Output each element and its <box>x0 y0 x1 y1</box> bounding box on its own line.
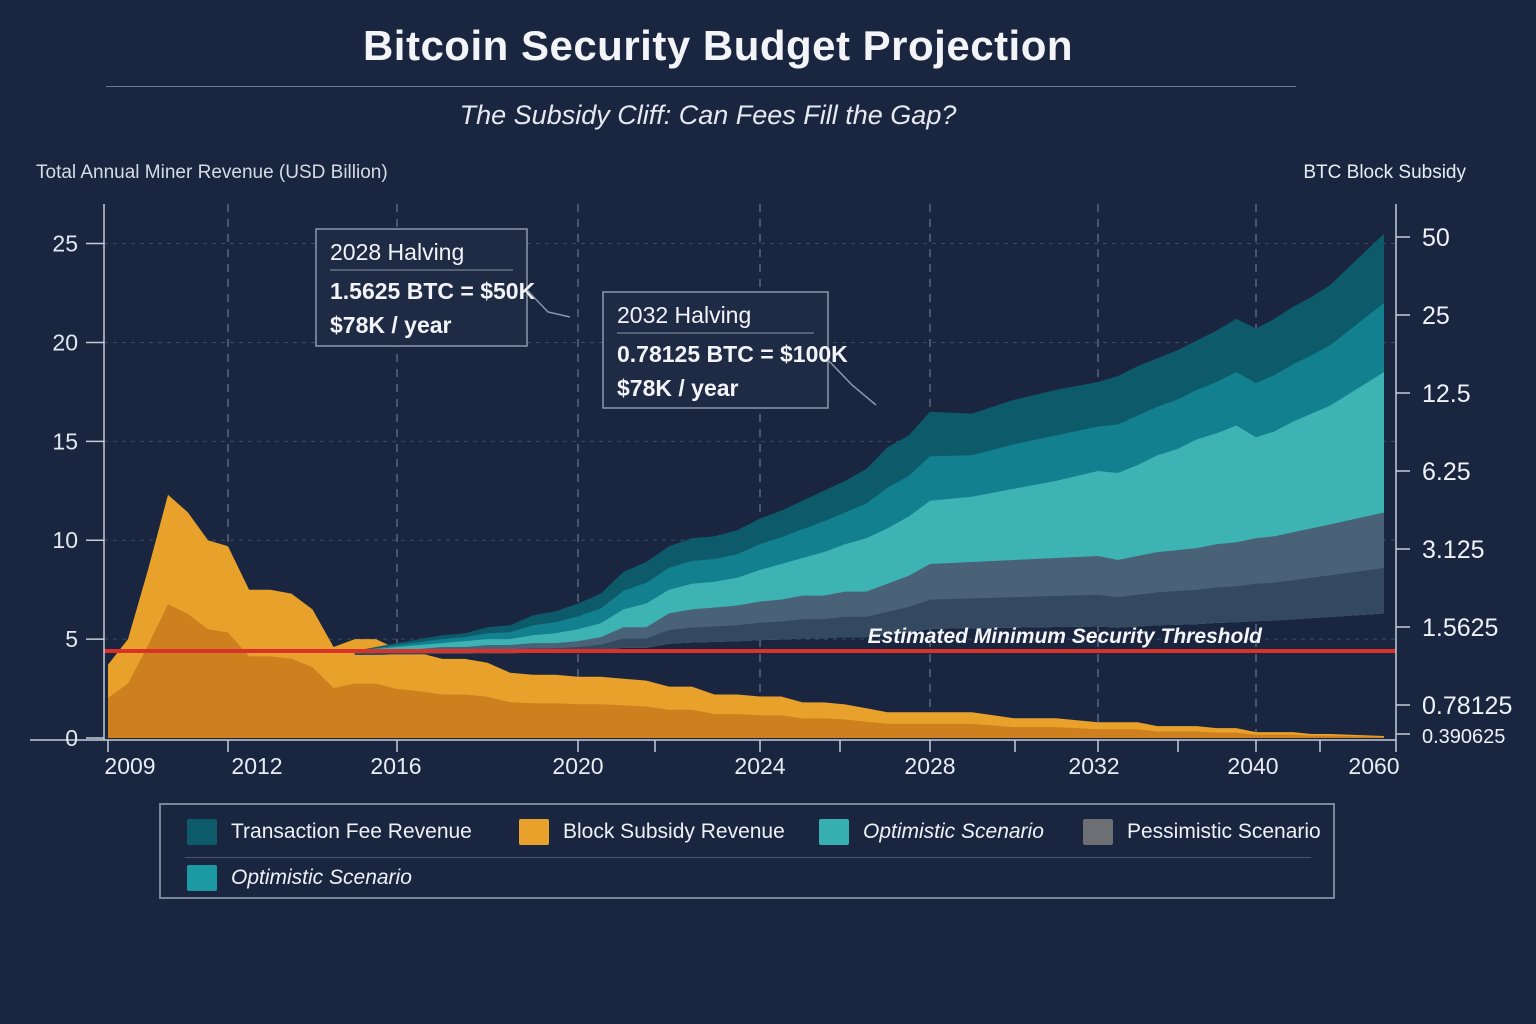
legend: Transaction Fee Revenue Block Subsidy Re… <box>159 803 1335 899</box>
area-subsidy-inner <box>108 604 1384 738</box>
legend-label: Transaction Fee Revenue <box>231 820 472 843</box>
y2-tick-label: 3.125 <box>1422 536 1485 564</box>
y2-tick-label: 0.390625 <box>1422 726 1505 748</box>
y-tick-label: 25 <box>52 231 78 257</box>
legend-label: Block Subsidy Revenue <box>563 820 785 843</box>
annotation-title: 2028 Halving <box>330 239 464 265</box>
legend-label: Pessimistic Scenario <box>1127 820 1321 843</box>
y2-tick-label: 50 <box>1422 224 1450 252</box>
area-subsidy <box>108 494 1384 738</box>
area-pessimistic-low <box>354 568 1384 655</box>
x-tick-label: 2040 <box>1227 753 1278 779</box>
area-layer <box>108 233 1384 738</box>
y-tick-label: 10 <box>52 527 78 553</box>
legend-label: Optimistic Scenario <box>863 820 1044 843</box>
annotation-line: $78K / year <box>330 312 452 338</box>
chart-subtitle: The Subsidy Cliff: Can Fees Fill the Gap… <box>459 100 957 130</box>
annotation-title: 2032 Halving <box>617 302 751 328</box>
y-tick-label: 5 <box>65 626 78 652</box>
legend-item-optimistic: Optimistic Scenario <box>819 819 1044 845</box>
legend-swatch-optimistic <box>819 819 849 845</box>
y2-tick-label: 6.25 <box>1422 458 1471 486</box>
legend-item-optimistic-2: Optimistic Scenario <box>187 865 412 891</box>
legend-swatch-pessimistic <box>1083 819 1113 845</box>
annotation-line: 0.78125 BTC = $100K <box>617 341 848 367</box>
y2-tick-label: 0.78125 <box>1422 692 1512 720</box>
y-axis-left-label: Total Annual Miner Revenue (USD Billion) <box>36 162 388 183</box>
legend-item-fee: Transaction Fee Revenue <box>187 819 472 845</box>
x-tick-label: 2060 <box>1348 753 1399 779</box>
annotation-2028-halving: 2028 Halving 1.5625 BTC = $50K $78K / year <box>315 228 571 347</box>
y-axis-right-label: BTC Block Subsidy <box>1303 162 1466 183</box>
legend-swatch-subsidy <box>519 819 549 845</box>
y2-tick-label: 12.5 <box>1422 380 1471 408</box>
x-tick-label: 2012 <box>231 753 282 779</box>
threshold-label: Estimated Minimum Security Threshold <box>868 625 1264 648</box>
y-tick-label: 20 <box>52 329 78 355</box>
y-tick-label: 15 <box>52 428 78 454</box>
annotation-line: 1.5625 BTC = $50K <box>330 278 536 304</box>
annotation-pointer <box>827 359 877 406</box>
x-tick-label: 2009 <box>104 753 155 779</box>
x-tick-label: 2020 <box>552 753 603 779</box>
legend-divider <box>185 857 1311 858</box>
legend-item-pessimistic: Pessimistic Scenario <box>1083 819 1321 845</box>
x-tick-label: 2024 <box>734 753 785 779</box>
legend-item-subsidy: Block Subsidy Revenue <box>519 819 785 845</box>
annotation-box <box>315 228 528 347</box>
chart-canvas: Estimated Minimum Security Threshold 0 5 1… <box>30 204 1512 779</box>
x-tick-label: 2032 <box>1068 753 1119 779</box>
annotation-pointer <box>526 289 571 318</box>
legend-label: Optimistic Scenario <box>231 866 412 889</box>
y2-tick-label: 1.5625 <box>1422 614 1498 642</box>
y-tick-label: 0 <box>65 725 78 751</box>
x-tick-label: 2028 <box>904 753 955 779</box>
legend-swatch-optimistic-2 <box>187 865 217 891</box>
x-tick-label: 2016 <box>370 753 421 779</box>
chart-title: Bitcoin Security Budget Projection <box>362 22 1074 69</box>
legend-swatch-fee <box>187 819 217 845</box>
annotation-box <box>602 291 829 409</box>
title-divider <box>106 86 1296 87</box>
annotation-layer: 2028 Halving 1.5625 BTC = $50K $78K / year… <box>315 228 877 409</box>
annotation-line: $78K / year <box>617 375 739 401</box>
y2-tick-label: 25 <box>1422 302 1450 330</box>
axis-layer: 0 5 10 15 20 25 50 25 12.5 6.25 3.125 1.5625 0.78125… <box>30 204 1512 779</box>
annotation-2032-halving: 2032 Halving 0.78125 BTC = $100K $78K / ye… <box>602 291 877 409</box>
threshold-layer: Estimated Minimum Security Threshold <box>104 625 1396 653</box>
